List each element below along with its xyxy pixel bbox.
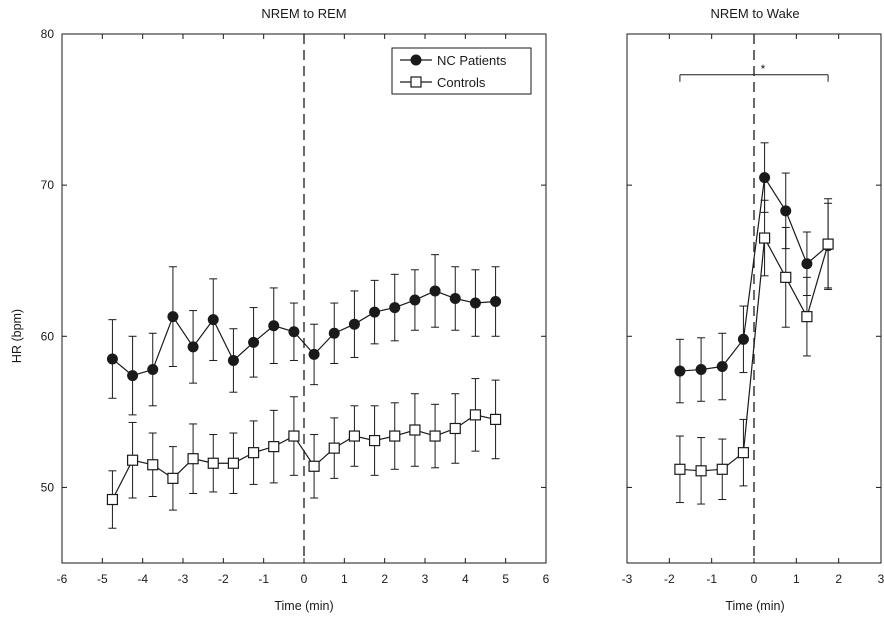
data-point-patients <box>167 311 179 323</box>
data-point-patients <box>429 285 441 297</box>
data-point-patients <box>801 258 813 270</box>
data-point-controls <box>409 424 421 436</box>
legend-marker-controls <box>410 76 422 88</box>
x-axis-label-right: Time (min) <box>725 599 784 613</box>
significance-asterisk: * <box>761 62 766 76</box>
y-tick-label: 70 <box>41 178 55 192</box>
data-point-controls <box>247 447 260 459</box>
data-point-patients <box>369 306 381 318</box>
data-point-controls <box>167 472 179 484</box>
data-point-controls <box>695 465 707 477</box>
data-point-patients <box>674 365 686 377</box>
x-tick-label: -3 <box>622 572 633 586</box>
x-axis-label-left: Time (min) <box>274 599 333 613</box>
x-tick-label: 5 <box>502 572 509 586</box>
data-point-patients <box>409 294 421 306</box>
data-point-patients <box>268 320 280 332</box>
data-point-patients <box>147 364 159 376</box>
data-point-controls <box>389 430 401 442</box>
panel-nrem-to-wake: NREM to Wake Time (min) -3 -2 -1 0 1 2 3 * <box>622 6 884 613</box>
data-point-controls <box>449 422 461 435</box>
chart-title-left: NREM to REM <box>261 6 346 21</box>
x-tick-label: 6 <box>543 572 550 586</box>
data-point-patients <box>348 318 360 330</box>
y-tick-label: 80 <box>41 27 55 41</box>
data-point-controls <box>469 409 482 421</box>
legend-label-patients: NC Patients <box>437 53 507 68</box>
y-tick-label: 50 <box>41 480 55 494</box>
chart-title-right: NREM to Wake <box>710 6 799 21</box>
x-tick-label: 3 <box>878 572 884 586</box>
data-point-controls <box>489 413 502 426</box>
x-tick-label: -3 <box>178 572 189 586</box>
data-point-patients <box>780 205 792 217</box>
data-point-patients <box>328 327 340 339</box>
data-point-controls <box>758 232 771 244</box>
data-point-patients <box>187 341 199 353</box>
data-point-controls <box>716 463 728 475</box>
data-point-controls <box>288 430 300 442</box>
data-point-controls <box>801 311 813 323</box>
data-point-patients <box>288 326 300 338</box>
data-point-controls <box>268 441 280 453</box>
x-tick-label: -5 <box>97 572 108 586</box>
data-point-patients <box>737 333 749 345</box>
data-point-controls <box>368 434 381 447</box>
data-point-controls <box>674 463 686 475</box>
data-point-controls <box>429 430 441 442</box>
data-point-patients <box>389 302 401 314</box>
x-tick-label: -2 <box>664 572 675 586</box>
data-point-patients <box>716 361 728 373</box>
data-point-patients <box>207 314 219 326</box>
data-point-controls <box>126 454 139 466</box>
data-point-controls <box>207 457 219 469</box>
y-tick-label: 60 <box>41 329 55 343</box>
data-point-controls <box>227 457 240 469</box>
data-point-patients <box>127 370 139 382</box>
panel-nrem-to-rem: NREM to REM HR (bpm) Time (min) -6 -5 -4 -3… <box>10 6 550 613</box>
data-point-patients <box>759 172 771 184</box>
x-tick-label: 0 <box>301 572 308 586</box>
legend: NC Patients Controls <box>391 47 532 95</box>
x-tick-label: -2 <box>218 572 229 586</box>
legend-label-controls: Controls <box>437 75 486 90</box>
y-axis-label: HR (bpm) <box>10 309 24 363</box>
data-point-controls <box>147 459 159 471</box>
x-tick-label: 2 <box>835 572 842 586</box>
x-tick-label: -4 <box>137 572 148 586</box>
data-point-patients <box>469 297 481 309</box>
significance-bracket: * <box>679 62 829 82</box>
data-point-controls <box>737 447 750 459</box>
data-point-patients <box>695 364 707 376</box>
data-point-controls <box>308 460 320 472</box>
data-point-patients <box>248 336 260 348</box>
data-point-controls <box>348 430 361 442</box>
x-tick-label: 1 <box>341 572 348 586</box>
data-point-controls <box>822 238 834 250</box>
data-point-patients <box>106 353 118 365</box>
data-point-patients <box>490 296 502 308</box>
x-tick-label: 2 <box>381 572 388 586</box>
x-tick-label: 1 <box>793 572 800 586</box>
x-tick-label: -1 <box>258 572 269 586</box>
x-tick-label: -1 <box>706 572 717 586</box>
data-point-controls <box>780 271 792 283</box>
data-point-controls <box>328 442 340 454</box>
x-tick-label: -6 <box>57 572 68 586</box>
data-point-patients <box>227 354 239 366</box>
legend-marker-patients <box>410 54 422 66</box>
data-point-patients <box>308 348 320 360</box>
data-point-patients <box>449 293 461 304</box>
x-tick-label: 0 <box>751 572 758 586</box>
x-tick-label: 4 <box>462 572 469 586</box>
x-tick-label: 3 <box>422 572 429 586</box>
data-point-controls <box>187 453 199 465</box>
data-point-controls <box>106 493 119 506</box>
